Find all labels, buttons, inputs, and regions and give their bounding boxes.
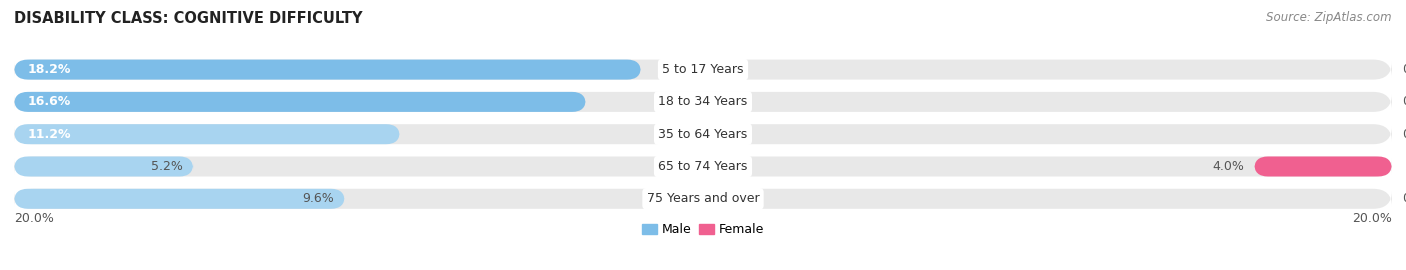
FancyBboxPatch shape [14,157,1392,177]
Text: 20.0%: 20.0% [1353,212,1392,225]
Text: 0.0%: 0.0% [1402,95,1406,108]
FancyBboxPatch shape [14,92,1392,112]
Text: 5.2%: 5.2% [150,160,183,173]
Text: 0.0%: 0.0% [1402,128,1406,141]
Text: 18.2%: 18.2% [28,63,72,76]
FancyBboxPatch shape [14,124,1392,144]
Text: 16.6%: 16.6% [28,95,72,108]
Text: 75 Years and over: 75 Years and over [647,192,759,205]
Text: 35 to 64 Years: 35 to 64 Years [658,128,748,141]
Text: 20.0%: 20.0% [14,212,53,225]
FancyBboxPatch shape [14,189,344,209]
Text: 4.0%: 4.0% [1212,160,1244,173]
Text: 18 to 34 Years: 18 to 34 Years [658,95,748,108]
FancyBboxPatch shape [14,92,586,112]
Text: Source: ZipAtlas.com: Source: ZipAtlas.com [1267,11,1392,24]
Text: 0.0%: 0.0% [1402,192,1406,205]
Text: 0.0%: 0.0% [1402,63,1406,76]
Text: 65 to 74 Years: 65 to 74 Years [658,160,748,173]
FancyBboxPatch shape [14,60,1392,80]
FancyBboxPatch shape [14,157,193,177]
Legend: Male, Female: Male, Female [637,218,769,241]
Text: 5 to 17 Years: 5 to 17 Years [662,63,744,76]
FancyBboxPatch shape [14,124,399,144]
FancyBboxPatch shape [14,60,641,80]
FancyBboxPatch shape [1254,157,1392,177]
FancyBboxPatch shape [14,189,1392,209]
Text: DISABILITY CLASS: COGNITIVE DIFFICULTY: DISABILITY CLASS: COGNITIVE DIFFICULTY [14,11,363,26]
Text: 9.6%: 9.6% [302,192,335,205]
Text: 11.2%: 11.2% [28,128,72,141]
